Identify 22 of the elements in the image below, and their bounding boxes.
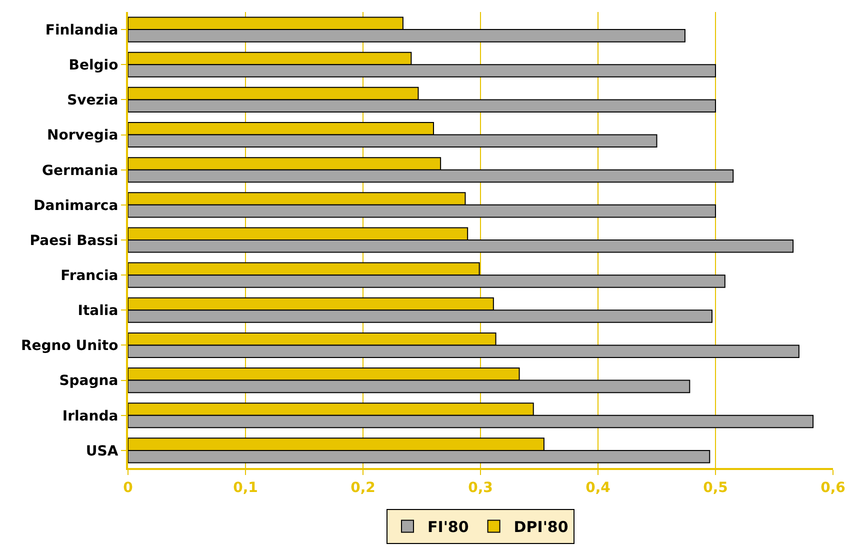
y-tick-label: Finlandia: [45, 22, 118, 38]
legend-label: FI'80: [428, 518, 469, 536]
x-tick-label: 0,4: [586, 480, 611, 496]
y-tick-label: Svezia: [67, 92, 118, 109]
x-tick-label: 0,1: [233, 480, 258, 496]
y-tick-label: Danimarca: [34, 198, 118, 214]
legend-label: DPI'80: [514, 518, 568, 536]
x-tick-label: 0,5: [703, 480, 728, 496]
y-tick-label: Germania: [42, 162, 118, 179]
y-tick-label: Spagna: [59, 373, 118, 390]
y-tick-label: Norvegia: [47, 128, 118, 144]
x-tick-label: 0,6: [820, 480, 846, 496]
y-tick-label: Regno Unito: [20, 338, 119, 354]
x-tick-label: 0,3: [468, 480, 493, 496]
y-tick-label: Francia: [60, 268, 118, 284]
y-tick-label: Belgio: [68, 58, 119, 74]
x-tick-label: 0: [123, 480, 134, 496]
y-tick-label: USA: [86, 443, 118, 460]
y-tick-label: Italia: [78, 303, 118, 320]
y-tick-label: Paesi Bassi: [30, 232, 118, 249]
x-tick-label: 0,2: [350, 480, 376, 496]
y-tick-label: Irlanda: [62, 408, 118, 424]
